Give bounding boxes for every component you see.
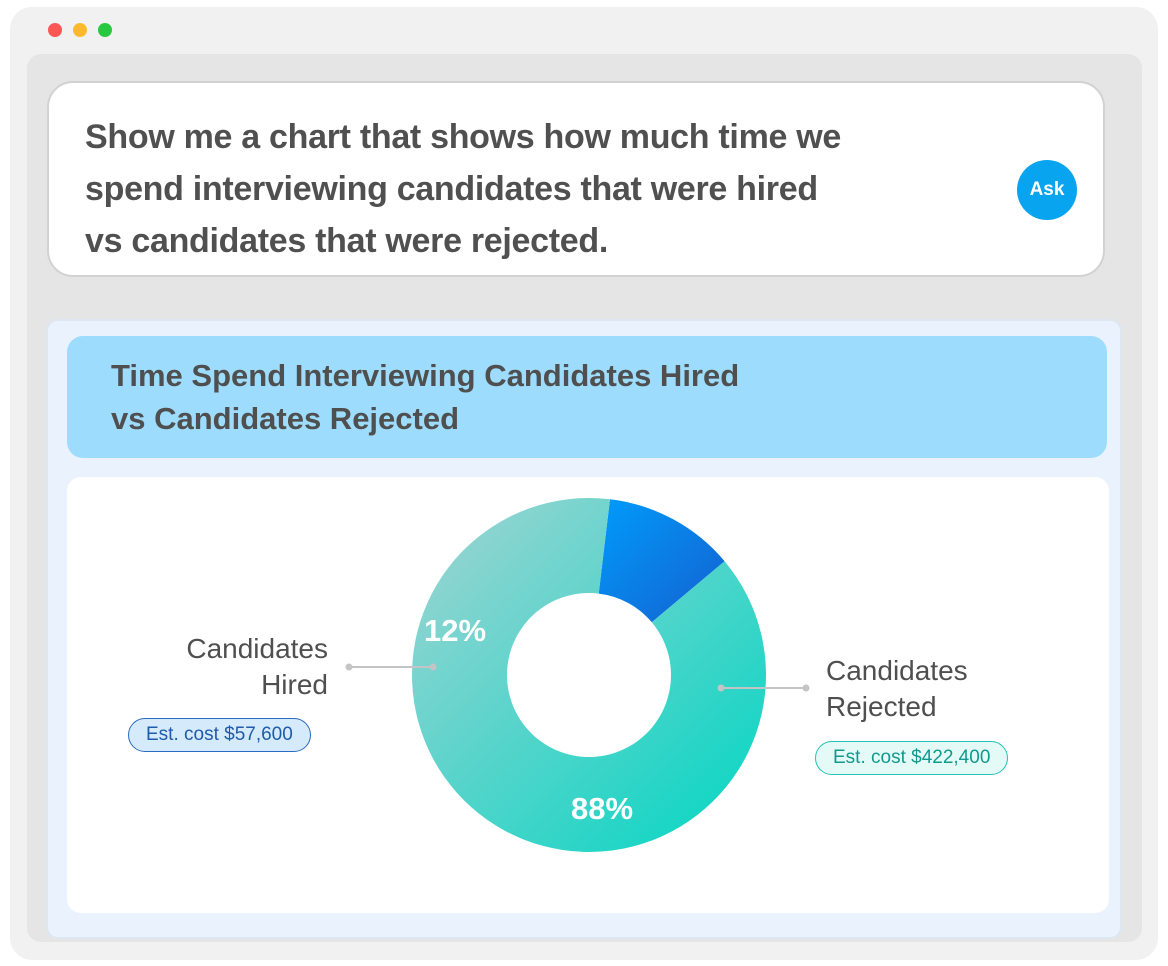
prompt-line: spend interviewing candidates that were … <box>85 170 818 208</box>
leader-dot <box>345 663 353 671</box>
chart-title: Time Spend Interviewing Candidates Hired… <box>111 354 1011 440</box>
rejected-category-label: Candidates Rejected <box>826 653 968 725</box>
hired-label-line: Hired <box>261 669 328 700</box>
app-window: Show me a chart that shows how much time… <box>10 7 1158 960</box>
chart-title-line: Time Spend Interviewing Candidates Hired <box>111 358 740 393</box>
prompt-text: Show me a chart that shows how much time… <box>85 111 975 267</box>
prompt-line: Show me a chart that shows how much time… <box>85 118 842 156</box>
rejected-cost-badge: Est. cost $422,400 <box>815 741 1009 775</box>
hired-label-line: Candidates <box>186 633 328 664</box>
slice-percent-label: 88% <box>571 791 633 826</box>
leader-dot <box>717 684 725 692</box>
donut-slice-rejected <box>411 498 766 852</box>
donut-chart: 12% 88% <box>345 498 810 852</box>
chart-title-band: Time Spend Interviewing Candidates Hired… <box>67 336 1107 458</box>
ask-button[interactable]: Ask <box>1017 160 1077 220</box>
maximize-window-dot[interactable] <box>98 23 112 37</box>
minimize-window-dot[interactable] <box>73 23 87 37</box>
donut-slice-hired <box>598 499 725 623</box>
rejected-label-line: Rejected <box>826 691 937 722</box>
slice-percent-label: 12% <box>424 613 486 648</box>
chart-title-line: vs Candidates Rejected <box>111 401 460 436</box>
leader-dot <box>429 663 437 671</box>
prompt-line: vs candidates that were rejected. <box>85 222 608 260</box>
close-window-dot[interactable] <box>48 23 62 37</box>
chart-card: 12% 88% Candidates Hired Est. cost $57,60… <box>67 477 1109 913</box>
prompt-box[interactable]: Show me a chart that shows how much time… <box>47 81 1105 277</box>
hired-category-label: Candidates Hired <box>153 631 328 703</box>
app-content: Show me a chart that shows how much time… <box>27 54 1142 942</box>
chart-panel: Time Spend Interviewing Candidates Hired… <box>46 319 1122 939</box>
rejected-label-line: Candidates <box>826 655 968 686</box>
leader-dot <box>802 684 810 692</box>
hired-cost-badge: Est. cost $57,600 <box>128 718 311 752</box>
